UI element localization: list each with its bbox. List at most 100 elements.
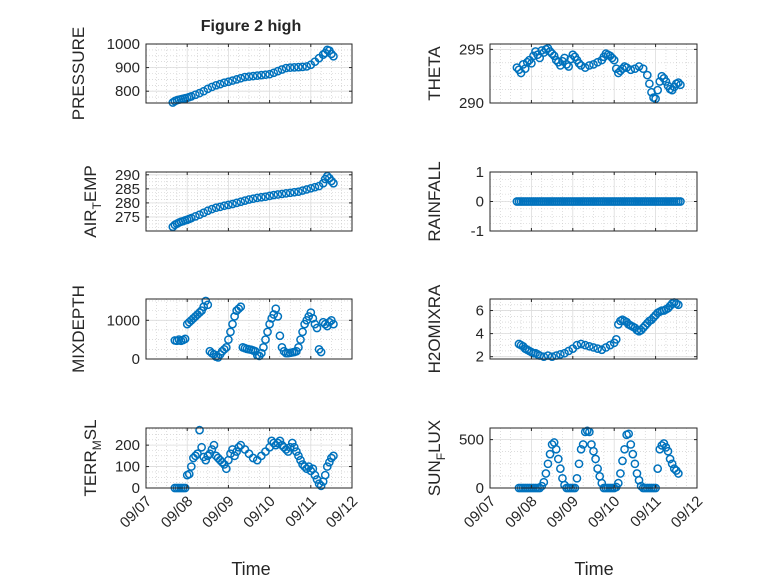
data-point [329,451,338,461]
data-point [257,70,266,80]
data-point [289,442,299,452]
data-point [257,192,266,202]
data-point [236,73,246,83]
y-tick-label: 200 [115,437,140,454]
data-point [329,51,338,61]
data-point [580,340,590,350]
y-axis-label: H2OMIXRA [425,284,444,373]
data-point [302,62,312,71]
data-point [611,335,621,344]
data-point [574,459,584,469]
data-point [252,193,262,203]
data-point [541,469,551,478]
data-point [674,78,683,87]
y-tick-label: 0 [476,480,484,497]
axes-box [489,427,698,489]
data-point [281,445,291,454]
y-tick-label: 295 [459,41,484,58]
y-tick-label: 1000 [107,312,140,329]
y-tick-label: 1000 [107,36,140,53]
y-tick-label: 100 [115,459,140,476]
data-point [186,462,196,471]
data-point [275,436,285,446]
data-point [566,54,576,64]
data-point [327,453,336,463]
data-point [618,64,627,74]
data-point [230,312,239,321]
data-point [616,469,625,478]
data-point [663,446,673,456]
data-point [248,453,258,463]
figure-title: Figure 2 high [201,18,301,35]
data-point [289,187,299,197]
data-point [298,327,307,337]
series-markers [170,425,338,493]
axes-box [145,171,353,232]
y-tick-label: 800 [115,83,140,100]
data-point [230,451,239,461]
data-point [207,445,217,454]
series-markers [512,43,685,104]
data-point [184,469,194,479]
data-point [549,51,559,61]
minor-grid [490,171,697,232]
data-point [580,63,590,72]
data-point [574,58,584,68]
y-tick-label: 285 [115,181,140,198]
data-point [195,425,204,435]
data-point [203,84,213,94]
xlabel-right: Time [574,559,613,579]
data-point [535,53,545,63]
data-point [667,459,677,469]
data-point [195,210,204,220]
data-point [320,319,330,329]
y-tick-label: 280 [115,195,140,212]
data-point [645,79,654,89]
data-point [593,344,602,353]
data-point [611,64,621,74]
data-point [572,473,582,483]
y-tick-label: 275 [115,209,140,226]
data-point [589,446,598,456]
data-point [224,200,233,210]
data-point [547,49,557,59]
data-point [199,302,209,312]
data-point [269,310,279,319]
y-tick-label: 290 [115,167,140,184]
data-point [539,352,549,362]
y-tick-label: 6 [476,303,484,320]
data-point [539,477,549,487]
data-point [657,441,667,450]
data-point [221,343,231,352]
data-point [273,190,283,199]
data-point [545,449,555,459]
data-point [287,438,297,448]
data-point [236,302,246,312]
data-point [642,70,652,80]
data-point [556,464,565,473]
data-point [285,442,295,452]
data-point [236,197,246,207]
data-point [207,82,217,92]
data-point [589,343,598,352]
data-point [244,195,254,204]
data-point [547,352,557,362]
data-point [543,459,553,469]
data-point [674,300,683,310]
data-point [618,456,627,466]
data-point [232,75,241,84]
y-axis-label: THETA [425,46,444,101]
data-point [228,199,237,209]
data-point [211,80,221,90]
data-point [626,65,636,75]
y-tick-label: 500 [459,432,484,449]
data-point [269,68,279,78]
data-point [624,429,634,439]
data-point [653,464,663,473]
series-markers [514,298,683,362]
data-point [522,57,532,67]
axes-box [145,298,353,360]
data-point [294,187,303,197]
y-tick-label: 2 [476,349,484,366]
